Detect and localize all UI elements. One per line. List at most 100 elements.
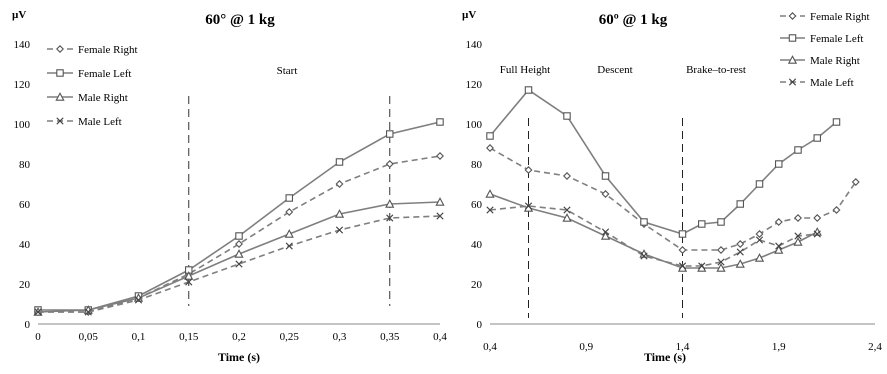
data-point <box>234 249 244 258</box>
data-point <box>794 232 802 240</box>
x-tick-label: 0 <box>35 331 41 343</box>
data-point-stroke-b <box>775 242 783 250</box>
data-point <box>34 308 42 316</box>
data-point <box>640 252 648 260</box>
data-point-stroke-b <box>185 278 193 286</box>
data-point <box>284 229 294 238</box>
legend-label: Female Left <box>810 33 863 45</box>
data-point <box>563 112 571 120</box>
data-point <box>134 296 143 304</box>
x-tick-label: 1,4 <box>676 341 690 353</box>
data-point-stroke-b <box>335 226 344 234</box>
data-point <box>601 228 610 236</box>
data-point-stroke-b <box>601 228 610 236</box>
y-tick-label: 80 <box>471 159 483 171</box>
data-point <box>334 209 345 218</box>
data-point-stroke-b <box>285 242 293 250</box>
legend-marker <box>56 45 64 53</box>
data-point <box>678 262 687 270</box>
legend-marker <box>55 92 65 101</box>
x-tick-label: 0,15 <box>179 331 199 343</box>
data-point <box>385 130 394 138</box>
data-point-stroke-b <box>678 262 687 270</box>
y-tick-label: 20 <box>471 279 483 291</box>
y-tick-label: 140 <box>14 39 31 51</box>
data-point <box>851 178 860 186</box>
legend-label: Female Right <box>810 11 870 23</box>
data-point <box>486 132 494 140</box>
data-point <box>832 118 841 126</box>
data-point <box>84 308 92 316</box>
data-point <box>601 190 610 198</box>
data-point <box>813 134 821 142</box>
data-point <box>736 200 744 208</box>
data-point <box>185 278 193 286</box>
data-point-stroke-b <box>486 206 494 214</box>
y-tick-label: 40 <box>471 239 483 251</box>
data-point <box>698 220 706 228</box>
data-point-stroke-b <box>386 214 394 222</box>
data-point <box>486 206 494 214</box>
data-point <box>436 212 444 220</box>
y-tick-label: 80 <box>19 159 31 171</box>
data-point <box>774 160 783 168</box>
series-line <box>489 193 818 269</box>
chart-left: µV 60° @ 1 kg 0 20 40 60 80 100 120 140 0 0,05 0,1 0,… <box>12 9 447 364</box>
phase-label: Start <box>277 65 298 77</box>
data-point-stroke-b <box>640 252 648 260</box>
legend-marker <box>788 34 797 42</box>
legend-marker <box>787 55 798 64</box>
series-line <box>489 88 838 235</box>
data-point <box>335 226 344 234</box>
x-axis-title: Time (s) <box>644 350 686 364</box>
y-tick-label: 100 <box>466 119 483 131</box>
data-point <box>640 218 648 226</box>
series-line <box>38 121 441 311</box>
data-point <box>754 253 765 262</box>
y-tick-label: 120 <box>14 79 31 91</box>
data-point <box>285 194 293 202</box>
x-tick-label: 0,35 <box>380 331 400 343</box>
data-point <box>235 260 243 268</box>
data-point <box>235 240 243 248</box>
data-point <box>385 199 395 208</box>
x-tick-label: 0,2 <box>232 331 246 343</box>
data-point <box>485 189 495 198</box>
legend-label: Female Left <box>78 68 131 80</box>
y-tick-label: 40 <box>19 239 31 251</box>
legend-label: Female Right <box>78 44 138 56</box>
data-point-stroke-b <box>755 236 764 244</box>
legend-label: Male Right <box>810 55 860 67</box>
data-point <box>524 202 533 210</box>
data-point <box>678 230 687 238</box>
data-point <box>794 146 802 154</box>
data-point <box>813 214 822 222</box>
data-point <box>775 242 783 250</box>
chart-right: µV 60º @ 1 kg 0 20 40 60 80 100 120 140 0,4 0,9 1,4 1… <box>450 0 887 369</box>
data-point <box>285 242 293 250</box>
data-point-stroke-b <box>717 258 725 266</box>
data-point <box>562 213 572 222</box>
legend-marker-stroke-b <box>788 78 797 86</box>
phase-label: Descent <box>597 64 632 76</box>
x-tick-label: 0,3 <box>333 331 347 343</box>
data-point <box>335 180 344 188</box>
data-point-stroke-b <box>563 206 571 214</box>
data-point-stroke-b <box>736 248 744 256</box>
data-point <box>486 144 494 152</box>
phase-label: Brake–to-rest <box>686 64 746 76</box>
y-tick-label: 60 <box>471 199 483 211</box>
y-tick-label: 20 <box>19 279 31 291</box>
legend-marker <box>56 69 64 77</box>
data-point <box>716 263 726 272</box>
legend-marker-stroke-b <box>56 117 64 125</box>
data-point <box>435 197 445 206</box>
legend-marker <box>788 78 797 86</box>
data-point <box>563 206 571 214</box>
data-point <box>386 214 394 222</box>
legend-label: Male Left <box>78 116 122 128</box>
data-point-stroke-b <box>84 308 92 316</box>
x-tick-label: 0,4 <box>433 331 447 343</box>
data-point <box>755 236 764 244</box>
data-point <box>285 208 294 216</box>
